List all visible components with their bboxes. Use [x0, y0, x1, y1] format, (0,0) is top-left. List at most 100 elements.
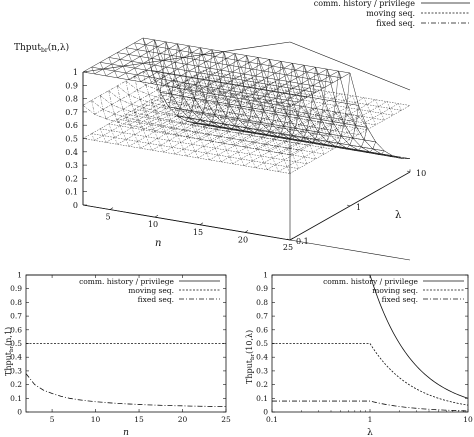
mesh-diagonal [203, 54, 207, 62]
mesh-diagonal [117, 52, 121, 60]
mesh-diagonal [275, 146, 279, 153]
mesh-diagonal [272, 107, 276, 115]
mesh-diagonal [125, 80, 129, 95]
mesh-diagonal [243, 95, 247, 103]
mesh-diagonal [335, 105, 339, 113]
mesh-diagonal [223, 98, 227, 106]
mesh-diagonal [277, 95, 281, 103]
mesh-diagonal [338, 135, 342, 144]
mesh-diagonal [246, 102, 250, 110]
mesh-diagonal [160, 97, 164, 106]
mesh-diagonal [194, 105, 198, 113]
mesh-diagonal [191, 93, 195, 101]
mesh-diagonal [234, 53, 239, 61]
mesh-diagonal [217, 154, 222, 162]
mesh-diagonal [191, 77, 196, 85]
mesh-diagonal [206, 107, 210, 116]
mesh-diagonal [315, 132, 319, 140]
mesh-diagonal [326, 110, 330, 118]
mesh-diagonal [280, 108, 285, 116]
mesh-diagonal [240, 139, 245, 147]
mesh-diagonal [246, 55, 250, 63]
mesh-diagonal [225, 127, 229, 130]
mesh-diagonal [292, 63, 296, 71]
mesh-diagonal [206, 61, 210, 69]
z-tick-label: 0 [73, 201, 78, 210]
mesh-diagonal [223, 51, 227, 59]
x-tick-label: 20 [178, 415, 188, 424]
mesh-diagonal [134, 112, 138, 121]
mesh-diagonal [203, 126, 207, 134]
z-tick-label: 0.7 [65, 108, 78, 117]
mesh-diagonal [243, 121, 247, 129]
y-tick-label: 0.6 [10, 325, 22, 334]
mesh-diagonal [168, 93, 173, 101]
mesh-diagonal [171, 74, 175, 95]
mesh-diagonal [358, 109, 362, 117]
lambda-tick-mark [346, 204, 351, 207]
n-tick-mark [244, 230, 249, 233]
mesh-diagonal [226, 150, 230, 158]
mesh-diagonal [386, 101, 391, 109]
mesh-diagonal [297, 118, 302, 125]
mesh-diagonal [128, 54, 132, 62]
mesh-diagonal [292, 88, 296, 96]
mesh-diagonal [251, 110, 256, 118]
mesh-diagonal [237, 105, 241, 119]
mesh-diagonal [220, 70, 224, 77]
surface-z-ticks: 0 0.1 0.2 0.3 0.4 0.5 0.6 0.7 0.8 0.9 1 [65, 68, 87, 210]
surface-fixed-seq-mesh [82, 70, 411, 159]
mesh-diagonal [145, 115, 150, 123]
mesh-diagonal [318, 121, 322, 129]
y-tick-label: 0.5 [10, 339, 22, 348]
mesh-diagonal [214, 103, 219, 111]
mesh-diagonal [240, 108, 244, 116]
mesh-diagonal [188, 110, 192, 118]
z-tick-label: 0.4 [65, 148, 78, 157]
mesh-diagonal [275, 139, 279, 147]
mesh-diagonal [180, 75, 184, 83]
mesh-diagonal [143, 129, 147, 137]
mesh-diagonal [309, 126, 313, 134]
plot-n-legend-label-fixed: fixed seq. [138, 295, 174, 304]
mesh-diagonal [338, 112, 342, 120]
mesh-diagonal [140, 56, 144, 64]
n-tick-mark [154, 214, 159, 218]
mesh-diagonal [266, 119, 270, 126]
mesh-diagonal [220, 85, 224, 93]
mesh-diagonal [249, 62, 253, 70]
mesh-diagonal [243, 115, 247, 123]
z-tick-label: 0.6 [65, 121, 78, 130]
mesh-diagonal [125, 72, 130, 80]
mesh-diagonal [292, 136, 296, 144]
mesh-diagonal [252, 141, 256, 149]
mesh-diagonal [381, 150, 385, 155]
mesh-diagonal [303, 106, 307, 114]
mesh-diagonal [151, 70, 155, 81]
mesh-diagonal [148, 143, 153, 151]
mesh-diagonal [191, 98, 195, 111]
mesh-diagonal [280, 102, 284, 110]
mesh-diagonal [148, 94, 152, 103]
mesh-diagonal [266, 144, 270, 152]
mesh-diagonal [303, 65, 308, 73]
mesh-diagonal [283, 159, 288, 167]
mesh-diagonal [300, 99, 304, 107]
mesh-diagonal [263, 137, 267, 145]
mesh-diagonal [386, 154, 390, 157]
mesh-diagonal [217, 104, 221, 112]
mesh-diagonal [151, 102, 155, 111]
mesh-diagonal [352, 120, 356, 128]
mesh-diagonal [134, 134, 138, 142]
mesh-diagonal [140, 122, 144, 130]
mesh-diagonal [326, 69, 331, 76]
mesh-diagonal [185, 105, 190, 113]
mesh-diagonal [277, 133, 281, 137]
mesh-diagonal [240, 67, 244, 75]
mesh-diagonal [120, 125, 124, 133]
mesh-diagonal [237, 152, 242, 159]
lambda-tick-mark [286, 238, 291, 241]
mesh-diagonal [283, 115, 288, 123]
mesh-diagonal [174, 108, 178, 116]
mesh-diagonal [363, 97, 368, 105]
